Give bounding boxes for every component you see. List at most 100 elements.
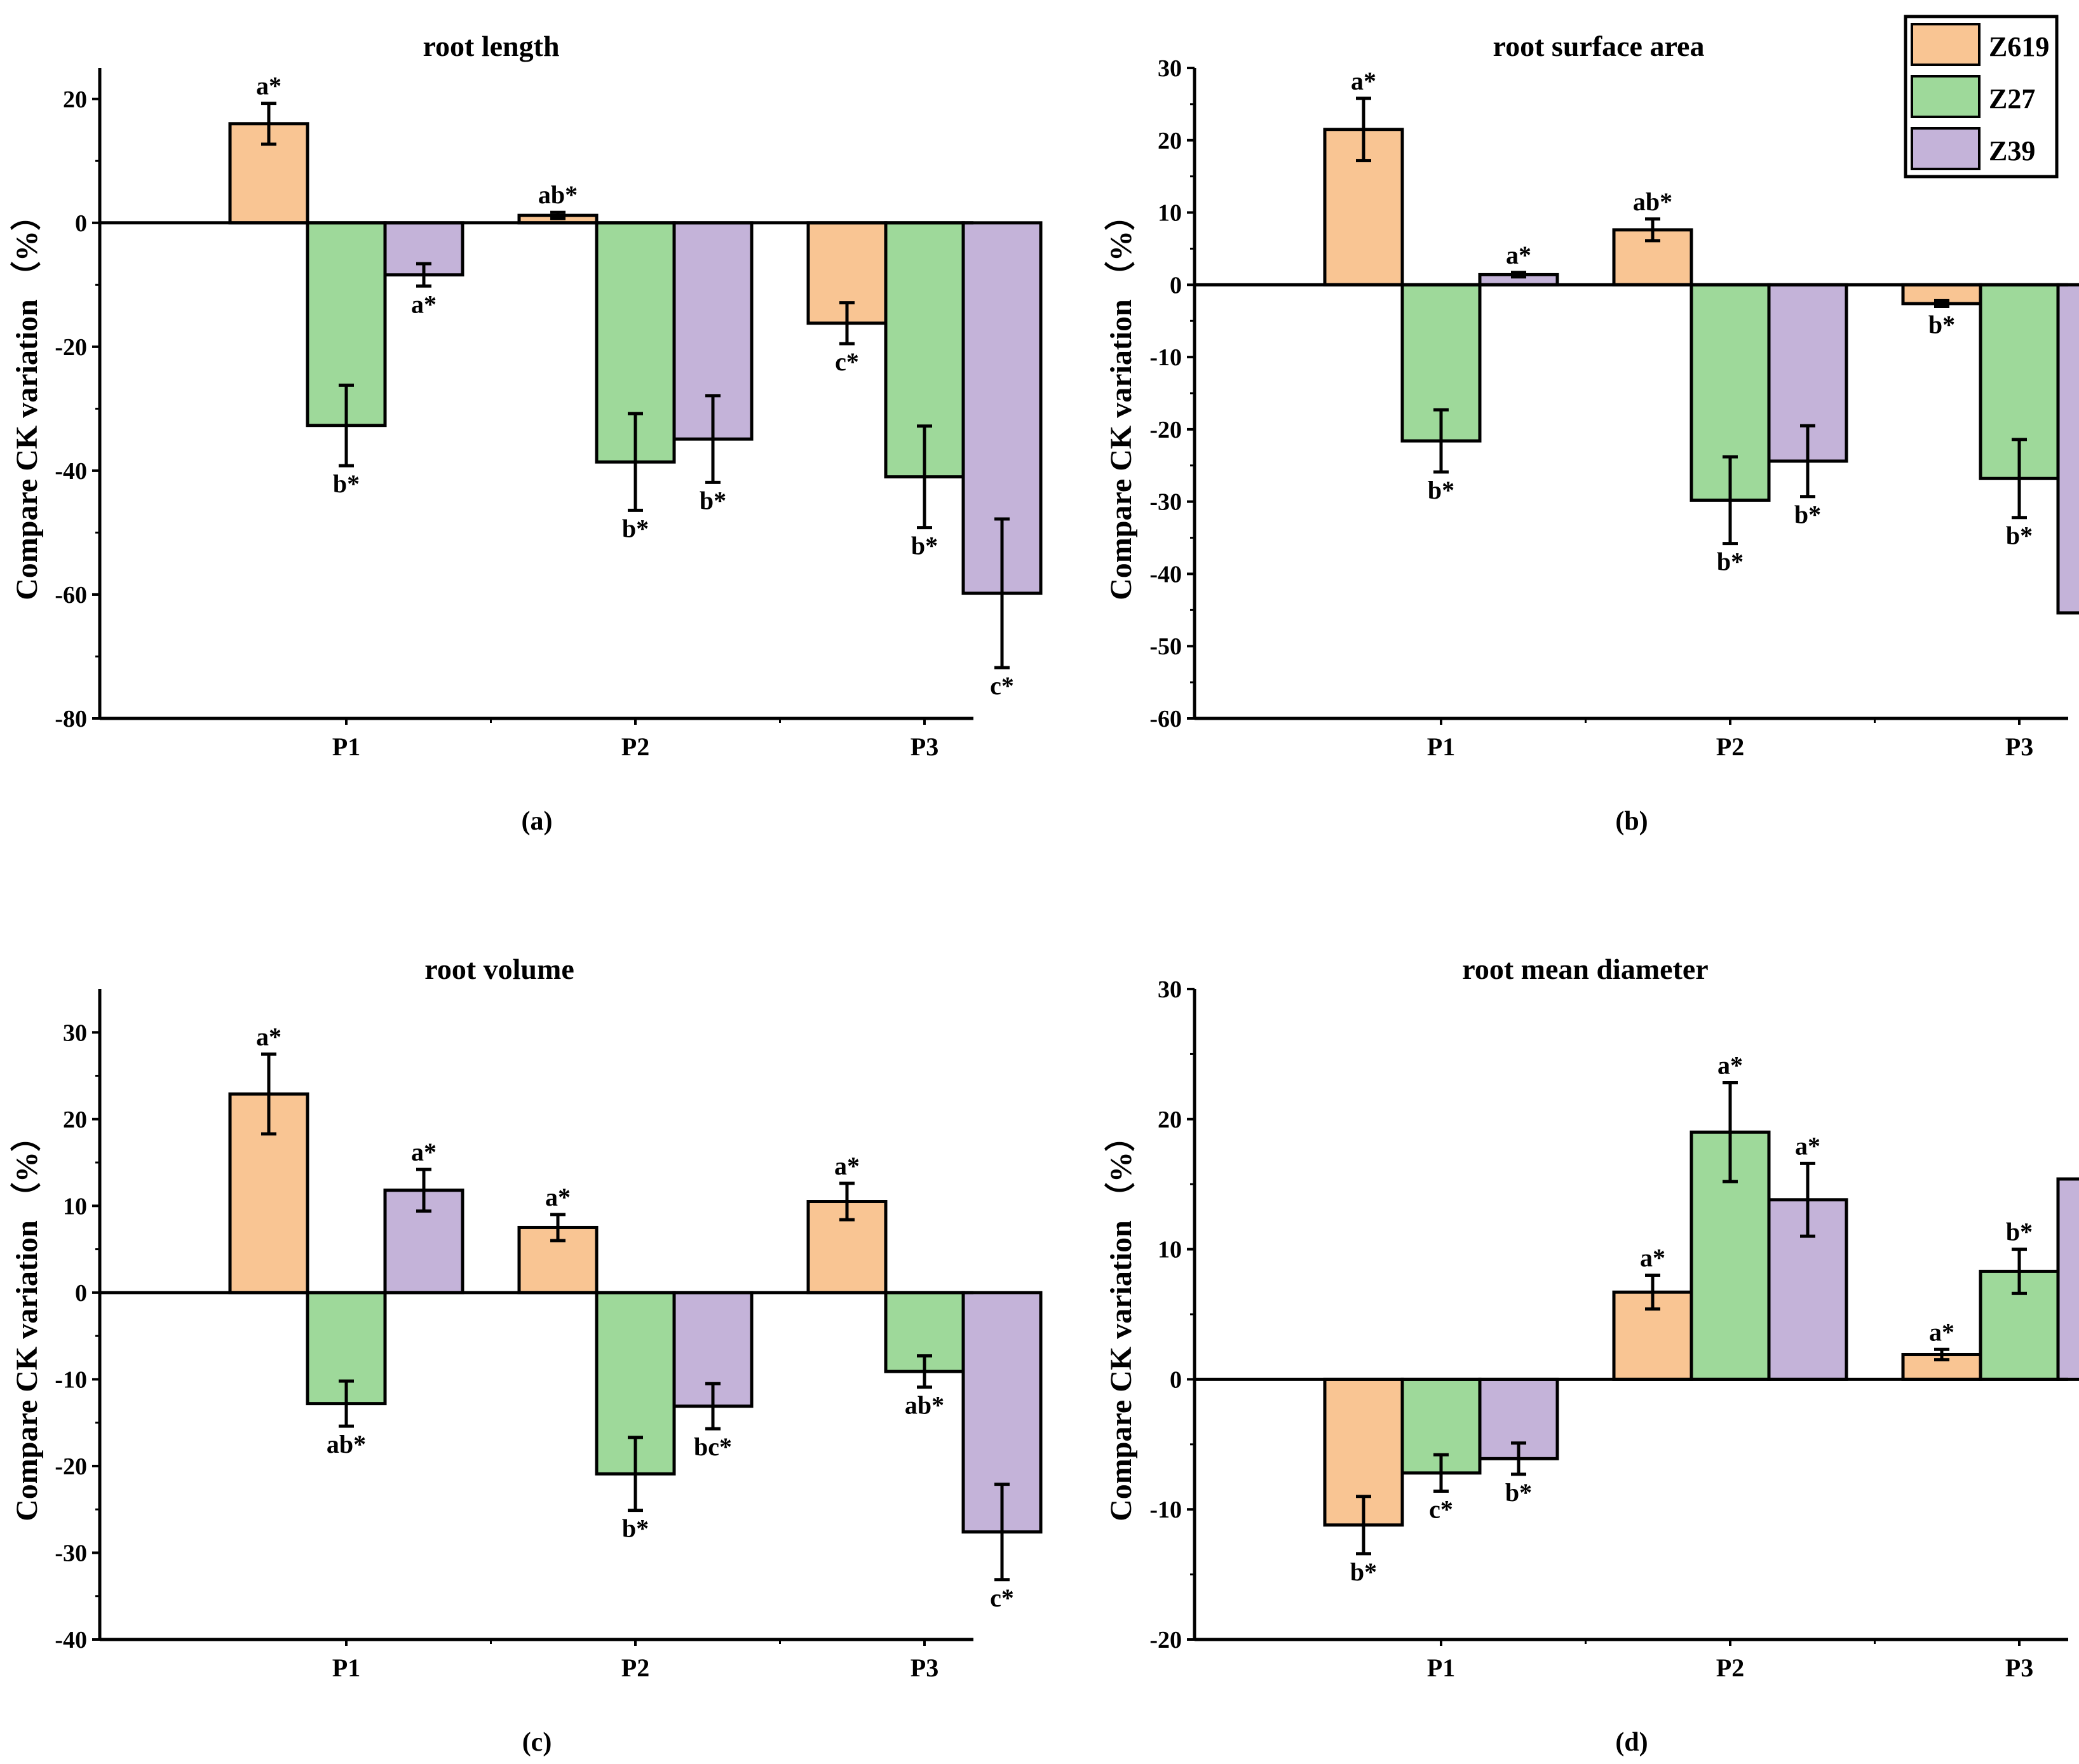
panel-d-category-label: P3 [2005, 1653, 2033, 1682]
panel-d-significance-label: a* [1795, 1131, 1820, 1160]
panel-a-ytick-label: -20 [55, 334, 87, 361]
panel-d-significance-label: c* [1429, 1495, 1453, 1524]
panel-c-significance-label: b* [622, 1514, 649, 1543]
panel-d-ytick-label: 20 [1158, 1107, 1182, 1133]
panel-d-ytick-label: 30 [1158, 976, 1182, 1003]
panel-c-significance-label: c* [990, 1584, 1014, 1612]
panel-b-ytick-label: 0 [1170, 272, 1182, 299]
panel-c-ytick-label: -20 [55, 1453, 87, 1480]
panel-b-category-label: P2 [1716, 732, 1744, 761]
panel-a-sublabel: (a) [522, 807, 553, 836]
panel-b-ytick-label: -40 [1149, 561, 1182, 588]
legend-swatch-z27 [1911, 75, 1981, 118]
panel-c-ytick-label: -10 [55, 1366, 87, 1393]
legend: Z619 Z27 Z39 [1904, 15, 2059, 178]
panel-d-ytick-label: 10 [1158, 1237, 1182, 1263]
panel-c-ytick-label: 10 [63, 1193, 87, 1220]
panel-b-ytick-label: 20 [1158, 128, 1182, 154]
panel-c-category-label: P1 [332, 1653, 360, 1682]
panel-a-category-label: P1 [332, 732, 360, 761]
panel-d-significance-label: b* [1350, 1558, 1377, 1586]
panel-a-significance-label: ab* [538, 180, 578, 209]
panel-b-chart: root surface area Compare CK variation （… [1104, 30, 2079, 836]
panel-c-ytick-label: 0 [75, 1280, 87, 1307]
panel-a-ytick-label: 0 [75, 210, 87, 237]
panel-a-significance-label: c* [990, 671, 1014, 700]
legend-label-z39: Z39 [1989, 135, 2035, 166]
panel-d-sublabel: (d) [1615, 1728, 1648, 1757]
panel-d-category-label: P1 [1427, 1653, 1455, 1682]
panel-b-ytick-label: -50 [1149, 633, 1182, 660]
panel-b-ytick-label: -60 [1149, 706, 1182, 732]
panel-b-significance-label: b* [1428, 476, 1454, 504]
panel-b-ytick-label: 10 [1158, 200, 1182, 227]
panel-a-chart: root length Compare CK variation （%） (a)… [10, 30, 1043, 836]
panel-c-significance-label: bc* [694, 1432, 732, 1461]
panel-b-bar-z39-p3 [2056, 283, 2079, 615]
panel-a-significance-label: a* [411, 290, 437, 318]
panel-d-significance-label: a* [1717, 1051, 1743, 1079]
panel-b-category-label: P3 [2005, 732, 2033, 761]
panel-b-y-axis-label: Compare CK variation （%） [1104, 200, 1138, 600]
panel-b-ytick-label: -10 [1149, 344, 1182, 371]
panel-b-significance-label: a* [1506, 241, 1531, 269]
panel-d-ytick-label: -10 [1149, 1497, 1182, 1523]
legend-label-z619: Z619 [1989, 31, 2049, 62]
panel-c-ytick-label: 30 [63, 1020, 87, 1046]
panel-a-category-label: P2 [621, 732, 649, 761]
panel-b-ytick-label: -20 [1149, 417, 1182, 443]
panel-a-ytick-label: 20 [63, 86, 87, 113]
panel-d-significance-label: a* [1640, 1244, 1665, 1272]
panel-a-significance-label: a* [256, 72, 281, 100]
panel-c-significance-label: a* [411, 1138, 437, 1166]
panel-c-ytick-label: -30 [55, 1540, 87, 1566]
panel-b-significance-label: a* [1351, 67, 1376, 95]
legend-label-z27: Z27 [1989, 83, 2035, 114]
panel-a-ytick-label: -80 [55, 706, 87, 732]
panel-c-chart: root volume Compare CK variation （%） (c)… [10, 953, 1043, 1757]
legend-swatch-z619 [1911, 23, 1981, 66]
panel-b-title: root surface area [1493, 30, 1705, 62]
panel-d-category-label: P2 [1716, 1653, 1744, 1682]
panel-a-title: root length [423, 30, 559, 62]
panel-d-ytick-label: -20 [1149, 1627, 1182, 1653]
panel-c-significance-label: a* [834, 1152, 860, 1180]
panel-c-sublabel: (c) [522, 1728, 552, 1757]
panel-a-significance-label: b* [622, 514, 649, 542]
panel-b-significance-label: b* [1794, 501, 1821, 529]
panel-b-ytick-label: -30 [1149, 489, 1182, 516]
panel-b-significance-label: b* [2006, 522, 2033, 550]
panel-c-title: root volume [424, 953, 574, 985]
panel-d-title: root mean diameter [1462, 953, 1708, 985]
panel-c-category-label: P2 [621, 1653, 649, 1682]
panel-d-bar-z39-p3 [2056, 1177, 2079, 1381]
panel-c-ytick-label: -40 [55, 1627, 87, 1653]
panel-a-y-axis-label: Compare CK variation （%） [10, 200, 44, 600]
panel-c-ytick-label: 20 [63, 1107, 87, 1133]
panel-c-significance-label: a* [545, 1183, 571, 1211]
panel-b-significance-label: b* [1928, 310, 1955, 339]
panel-d-chart: root mean diameter Compare CK variation … [1104, 953, 2079, 1757]
panel-c-y-axis-label: Compare CK variation （%） [10, 1121, 44, 1521]
panel-a-ytick-label: -40 [55, 458, 87, 485]
panel-b-significance-label: b* [1717, 548, 1744, 576]
panel-b-significance-label: ab* [1633, 187, 1672, 216]
panel-b-category-label: P1 [1427, 732, 1455, 761]
panel-a-significance-label: b* [700, 486, 726, 515]
panel-d-significance-label: a* [1929, 1317, 1954, 1346]
panel-c-significance-label: ab* [327, 1430, 366, 1458]
panel-d-significance-label: b* [1505, 1478, 1532, 1507]
panel-a-category-label: P3 [911, 732, 938, 761]
panel-d-significance-label: b* [2006, 1218, 2033, 1246]
panel-a-significance-label: b* [911, 532, 938, 560]
panel-a-ytick-label: -60 [55, 582, 87, 609]
panel-d-y-axis-label: Compare CK variation （%） [1104, 1121, 1138, 1521]
panel-c-significance-label: ab* [905, 1391, 944, 1420]
panel-d-ytick-label: 0 [1170, 1366, 1182, 1393]
panel-b-ytick-label: 30 [1158, 55, 1182, 82]
panel-c-category-label: P3 [911, 1653, 938, 1682]
legend-swatch-z39 [1911, 127, 1981, 170]
panel-b-sublabel: (b) [1615, 807, 1648, 836]
panel-a-significance-label: c* [835, 347, 859, 376]
